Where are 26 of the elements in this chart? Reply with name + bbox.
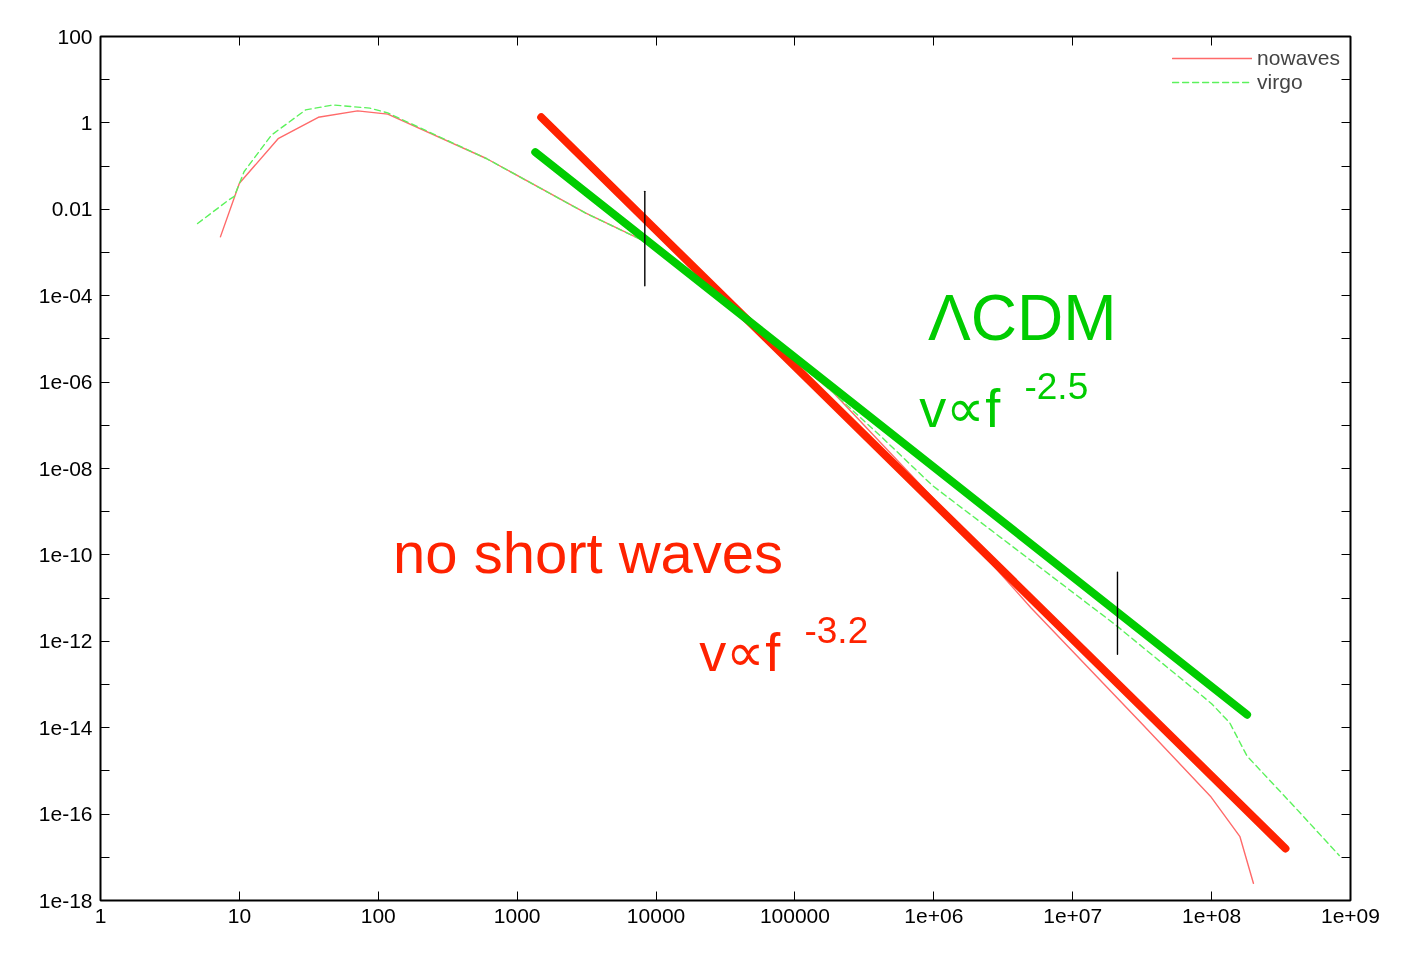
x-tick-label: 1e+09 xyxy=(1321,903,1380,927)
annotation: v∝f-3.2 xyxy=(699,610,869,682)
y-tick-label: 100 xyxy=(57,24,93,48)
x-tick-label: 10000 xyxy=(626,903,686,927)
annotation: v∝f-2.5 xyxy=(919,366,1089,439)
x-tick-label: 1e+07 xyxy=(1043,903,1103,927)
legend-label: nowaves xyxy=(1257,46,1340,70)
x-tick-label: 1e+08 xyxy=(1182,903,1242,927)
y-tick-label: 1e-08 xyxy=(38,456,93,480)
x-tick-label: 100000 xyxy=(759,903,830,927)
y-tick-label: 1e-14 xyxy=(38,715,93,739)
x-tick-label: 1e+06 xyxy=(904,903,964,927)
y-tick-label: 1 xyxy=(80,110,93,134)
y-tick-label: 0.01 xyxy=(51,197,93,221)
annotation: no short waves xyxy=(393,519,784,585)
y-tick-label: 1e-10 xyxy=(38,542,93,566)
x-tick-label: 1000 xyxy=(493,903,541,927)
y-tick-label: 1e-06 xyxy=(38,370,93,394)
x-tick-label: 10 xyxy=(227,903,252,927)
y-tick-label: 1e-16 xyxy=(38,802,93,826)
x-tick-label: 100 xyxy=(360,903,396,927)
y-tick-label: 1e-04 xyxy=(38,283,93,307)
annotation: ΛCDM xyxy=(928,282,1117,355)
y-tick-label: 1e-18 xyxy=(38,888,93,912)
y-tick-label: 1e-12 xyxy=(38,629,93,653)
legend-label: virgo xyxy=(1257,70,1303,94)
